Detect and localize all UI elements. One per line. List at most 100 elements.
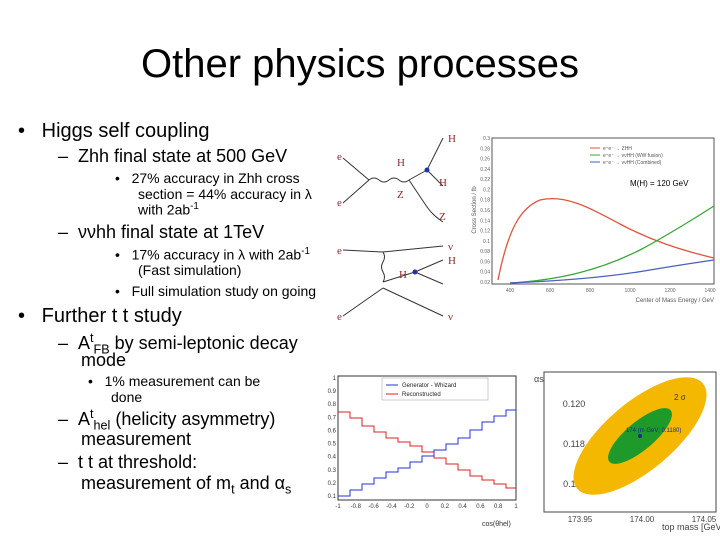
bullet-text: measurement of m [81, 473, 232, 493]
bullet-thresh-2: measurement of mt and αs [81, 473, 291, 497]
alpha-s-plot: αs 0.120 0.118 0.116 173.95 174.00 174.05 to… [528, 362, 720, 534]
sigma-label: 2 σ [674, 393, 686, 402]
superscript: -1 [301, 246, 310, 257]
y-tick-label: 1 [333, 376, 337, 382]
y-axis-label: Cross Section / fb [472, 186, 478, 234]
y-tick-label: 0.2 [328, 481, 337, 487]
bullet-higgs: • Higgs self coupling [18, 120, 210, 143]
slide-title: Other physics processes [141, 42, 579, 86]
x-tick-label: -0.2 [404, 504, 415, 510]
y-tick-label: 0.14 [480, 218, 490, 224]
x-tick-label: 0.8 [494, 504, 503, 510]
subscript: FB [93, 342, 110, 357]
y-tick-label: 0.8 [328, 402, 337, 408]
feyn-label-h-right: H [439, 177, 447, 189]
bullet-text: A [78, 409, 91, 429]
x-tick-label: 600 [546, 288, 555, 294]
x-ticks: -1 -0.8 -0.6 -0.4 -0.2 0 0.2 0.4 0.6 0.8 1 [335, 504, 518, 510]
bullet-text: done [111, 389, 143, 405]
y-tick-label: 0.18 [480, 198, 490, 204]
bullet-text: Full simulation study on going [131, 283, 317, 299]
x-tick-label: -0.6 [368, 504, 379, 510]
bullet-afb-2: mode [81, 350, 126, 371]
hist-blue [338, 409, 516, 497]
bullet-text: by semi-leptonic decay [109, 333, 298, 353]
feyn-label-h-top: H [448, 133, 456, 145]
feyn-label-h2: H [399, 269, 407, 281]
bullet-dot: • [115, 170, 132, 186]
y-tick-label: 0.16 [480, 208, 490, 214]
y-tick-label: 0.12 [480, 229, 490, 235]
y-tick-label: 0.26 [480, 157, 490, 163]
y-tick-label: 0.116 [563, 479, 585, 489]
y-tick-label: 0.7 [328, 415, 337, 421]
legend-entry-ww: e⁺e⁻ → ννHH (WW fusion) [603, 153, 663, 159]
feyn-label-e1: e [337, 151, 342, 163]
bullet-dot: • [18, 305, 42, 327]
sub-bullet-nnhh-acc-2: (Fast simulation) [138, 262, 241, 278]
mh-label: M(H) = 120 GeV [630, 179, 689, 188]
sub-bullet-nnhh-acc-1: • 17% accuracy in λ with 2ab-1 [115, 246, 310, 263]
sub-bullet-nnhh-full: • Full simulation study on going [115, 283, 316, 299]
dash: – [58, 452, 79, 472]
x-tick-label: 1200 [664, 288, 675, 294]
x-tick-label: 173.95 [568, 515, 593, 524]
y-tick-label: 0.120 [563, 399, 586, 409]
y-ticks: 1 0.9 0.8 0.7 0.6 0.5 0.4 0.3 0.2 0.1 [328, 376, 337, 500]
afb-plot: 10.90.80.70.60.50.40.30.20.1 -1 -0.8 -0.6-… [322, 372, 520, 530]
x-ticks: 173.95 174.00 174.05 [568, 515, 717, 524]
bullet-text: Higgs self coupling [41, 120, 210, 142]
bullet-zhh: – Zhh final state at 500 GeV [58, 146, 287, 167]
bullet-text: and α [234, 473, 286, 493]
best-fit-label: 174 (m GeV; 0.1180) [626, 428, 681, 434]
sub-bullet-one-pct-1: • 1% measurement can be [88, 373, 260, 389]
sub-bullet-zhh-acc-2: section = 44% accuracy in λ [138, 186, 312, 202]
legend-entry-comb: e⁺e⁻ → ννHH (Combined) [603, 160, 662, 166]
bullet-text: mode [81, 350, 127, 370]
legend-entry-generator: Generator - Whizard [402, 383, 456, 389]
x-axis-label: cos(θhel) [482, 521, 511, 528]
x-tick-label: 0.4 [458, 504, 467, 510]
subscript: t [231, 482, 235, 497]
legend: e⁺e⁻ → ZHH e⁺e⁻ → ννHH (WW fusion) e⁺e⁻ … [590, 146, 663, 166]
bullet-text: with 2ab [138, 201, 191, 218]
bullet-text: (Fast simulation) [138, 262, 242, 278]
dash: – [58, 146, 79, 166]
x-tick-label: -1 [335, 504, 341, 510]
y-tick-label: 0.08 [480, 249, 490, 255]
legend-entry-reconstructed: Reconstructed [402, 392, 441, 398]
feyn-label-e-top: e [337, 245, 342, 257]
bullet-ahel: – Athel (helicity asymmetry) [58, 407, 275, 433]
bullet-text: 17% accuracy in λ with 2ab [131, 246, 302, 263]
dash: – [58, 333, 79, 353]
dash: – [58, 222, 79, 242]
bullet-ahel-2: measurement [81, 429, 191, 450]
bullet-text: t t at threshold: [78, 452, 198, 472]
y-tick-label: 0.02 [480, 280, 490, 286]
bullet-text: A [78, 333, 91, 353]
y-tick-label: 0.3 [328, 468, 337, 474]
x-ticks: 400 600 800 1000 1200 1400 [506, 288, 716, 294]
x-tick-label: 1000 [624, 288, 635, 294]
sub-bullet-one-pct-2: done [111, 389, 142, 405]
bullet-dot: • [115, 283, 132, 299]
x-tick-label: -0.4 [386, 504, 397, 510]
y-tick-label: 0.1 [328, 494, 337, 500]
y-tick-label: 0.5 [328, 442, 337, 448]
y-tick-label: 0.04 [480, 270, 490, 276]
bullet-ttbar: • Further t t study [18, 305, 182, 328]
bullet-text: (helicity asymmetry) [110, 409, 276, 429]
bullet-text: 1% measurement can be [104, 373, 261, 389]
subscript: hel [93, 418, 111, 433]
bullet-afb: – AtFB by semi-leptonic decay [58, 331, 298, 357]
x-tick-label: 400 [506, 288, 515, 294]
legend-entry-zhh: e⁺e⁻ → ZHH [603, 146, 632, 152]
bullet-text: measurement [81, 429, 192, 449]
dash: – [58, 409, 79, 429]
sub-bullet-zhh-acc-1: • 27% accuracy in Zhh cross [115, 170, 300, 186]
superscript: -1 [190, 201, 199, 212]
bullet-text: section = 44% accuracy in λ [138, 186, 312, 202]
y-tick-label: 0.06 [480, 259, 490, 265]
feyn-label-h1: H [448, 255, 456, 267]
cross-section-plot: 0.3 0.28 0.26 0.24 0.22 0.2 0.18 0.16 0.14 0.12 0.… [470, 130, 720, 308]
